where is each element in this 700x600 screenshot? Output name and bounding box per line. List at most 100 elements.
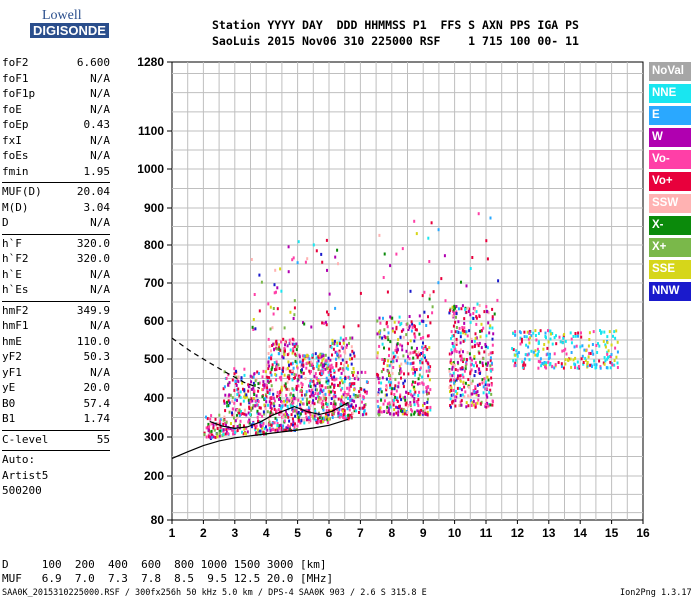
- legend-item: SSE: [649, 260, 691, 279]
- echo-point: [486, 401, 489, 405]
- echo-point: [277, 427, 280, 431]
- echo-point: [349, 357, 351, 361]
- echo-point: [254, 404, 257, 408]
- muf-row: MUF 6.9 7.0 7.3 7.8 8.5 9.5 12.5 20.0 [M…: [2, 572, 334, 585]
- echo-point: [402, 335, 405, 339]
- echo-point: [347, 392, 350, 396]
- echo-point: [406, 411, 409, 415]
- echo-point: [493, 312, 496, 316]
- echo-point: [432, 290, 435, 294]
- echo-point: [616, 366, 619, 369]
- echo-point: [272, 312, 275, 316]
- echo-point: [564, 358, 567, 362]
- echo-point: [240, 413, 242, 416]
- echo-point: [440, 277, 443, 281]
- scaled-parameters-panel: foF2 6.600 foF1 N/A foF1p N/A foE N/A foEp 0.…: [2, 56, 110, 500]
- echo-point: [469, 313, 472, 317]
- echo-point: [305, 390, 308, 394]
- echo-point: [412, 351, 415, 355]
- param-row: yF2 50.3: [2, 350, 110, 363]
- echo-point: [289, 310, 292, 314]
- echo-point: [405, 401, 408, 405]
- echo-point: [305, 366, 308, 370]
- echo-point: [298, 353, 301, 357]
- echo-point: [589, 363, 592, 367]
- echo-point: [280, 399, 283, 403]
- echo-point: [268, 392, 271, 395]
- echo-point: [346, 402, 349, 406]
- echo-point: [346, 386, 349, 390]
- echo-point: [252, 381, 255, 385]
- echo-point: [455, 310, 458, 314]
- echo-point: [485, 344, 488, 348]
- echo-point: [314, 388, 317, 392]
- echo-point: [209, 422, 212, 426]
- echo-point: [227, 432, 230, 436]
- echo-point: [575, 344, 578, 348]
- echo-point: [270, 353, 273, 357]
- echo-point: [612, 334, 614, 338]
- echo-point: [410, 329, 413, 333]
- echo-point: [323, 393, 326, 397]
- echo-point: [414, 325, 416, 329]
- echo-point: [413, 368, 416, 371]
- echo-point: [407, 404, 410, 408]
- echo-point: [335, 362, 338, 365]
- echo-point: [332, 389, 334, 393]
- echo-point: [342, 415, 344, 419]
- echo-point: [421, 381, 424, 385]
- echo-point: [419, 366, 422, 370]
- echo-point: [284, 412, 287, 416]
- echo-point: [423, 310, 426, 314]
- param-row: h`F 320.0: [2, 236, 110, 250]
- echo-point: [293, 372, 296, 376]
- y-tick-label: 700: [144, 276, 164, 290]
- echo-point: [232, 432, 235, 436]
- echo-point: [470, 392, 473, 396]
- echo-point: [271, 412, 274, 416]
- echo-point: [297, 411, 300, 414]
- echo-point: [484, 404, 487, 408]
- echo-point: [463, 329, 466, 333]
- echo-point: [280, 372, 283, 376]
- echo-point: [350, 362, 353, 366]
- echo-point: [604, 359, 607, 363]
- x-tick-label: 10: [448, 526, 462, 540]
- echo-point: [461, 393, 464, 397]
- echo-point: [480, 329, 483, 333]
- echo-point: [224, 393, 227, 397]
- echo-point: [419, 411, 421, 415]
- echo-point: [342, 393, 345, 397]
- echo-point: [412, 371, 415, 375]
- echo-point: [421, 411, 424, 415]
- echo-point: [359, 291, 362, 295]
- echo-point: [409, 401, 412, 405]
- echo-point: [409, 362, 412, 366]
- echo-point: [388, 371, 391, 375]
- echo-point: [361, 413, 364, 417]
- echo-point: [580, 357, 583, 361]
- echo-point: [278, 343, 281, 347]
- echo-point: [314, 419, 317, 422]
- echo-point: [340, 388, 342, 392]
- echo-point: [274, 416, 277, 420]
- echo-point: [253, 383, 256, 387]
- echo-point: [314, 384, 317, 388]
- echo-point: [313, 402, 316, 406]
- echo-point: [282, 337, 285, 341]
- header-values: SaoLuis 2015 Nov06 310 225000 RSF 1 715 …: [212, 34, 579, 48]
- echo-point: [318, 395, 320, 399]
- echo-point: [393, 393, 396, 396]
- echo-point: [491, 326, 494, 330]
- echo-point: [459, 348, 462, 352]
- echo-point: [280, 388, 283, 392]
- echo-point: [484, 380, 487, 384]
- echo-point: [285, 367, 288, 371]
- echo-point: [257, 382, 260, 386]
- echo-point: [328, 393, 331, 396]
- echo-point: [388, 354, 390, 358]
- echo-point: [420, 357, 423, 361]
- echo-point: [484, 383, 487, 387]
- param-row: D N/A: [2, 216, 110, 229]
- echo-point: [408, 352, 411, 356]
